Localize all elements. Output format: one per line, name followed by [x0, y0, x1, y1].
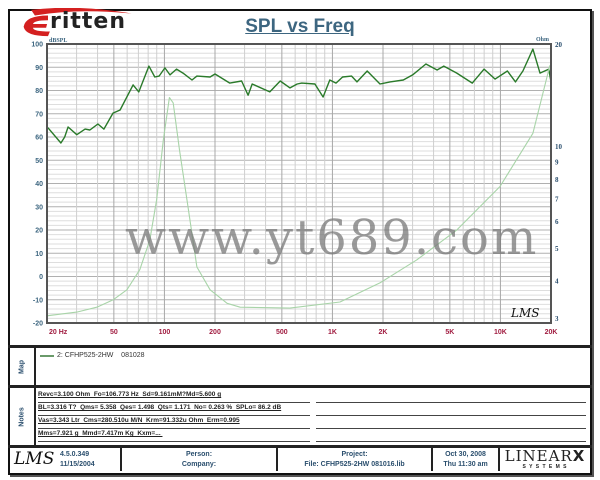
report-frame — [8, 9, 592, 475]
note-line: Mms=7.921 g Mmd=7.417m Kg Kxm=... — [38, 430, 586, 442]
spl-curve — [46, 48, 552, 144]
y-tick-label: 60 — [35, 135, 43, 142]
y2-tick-label: 3 — [555, 315, 559, 323]
x-tick-label: 100 — [159, 329, 171, 336]
y-tick-label: 100 — [31, 42, 43, 49]
person-label: Person: — [185, 451, 213, 458]
date: Oct 30, 2008 — [445, 451, 486, 458]
footer-project: Project: File: CFHP525-2HW 081016.lib — [278, 447, 433, 471]
y-tick-label: 90 — [35, 65, 43, 72]
watermark-url: www.yt689.com — [125, 210, 539, 266]
y2-axis-label: Ohm — [536, 37, 549, 43]
y-tick-label: 10 — [35, 251, 43, 258]
legend-swatch — [40, 354, 54, 357]
y-tick-label: 70 — [35, 111, 43, 118]
map-label: Map — [18, 359, 25, 374]
y-axis-label: dBSPL — [49, 38, 67, 44]
divider — [8, 445, 592, 448]
note-line: Revc=3.100 Ohm Fo=106.773 Hz Sd=9.161mM?… — [38, 391, 586, 403]
linearx-logo: LINEARX S Y S T E M S — [500, 447, 590, 471]
y2-tick-label: 8 — [555, 176, 559, 184]
footer-person: Person: Company: — [122, 447, 278, 471]
legend-label: 2: CFHP525-2HW 081028 — [57, 352, 145, 359]
notes-section-label: Notes — [9, 388, 36, 445]
y2-tick-label: 10 — [555, 143, 563, 151]
y-tick-label: -20 — [33, 321, 43, 328]
x-tick-label: 200 — [209, 329, 221, 336]
x-tick-label: 500 — [276, 329, 288, 336]
version-date: 11/15/2004 — [60, 461, 95, 468]
note-line: BL=3.316 T? Qms= 5.358 Qes= 1.498 Qts= 1… — [38, 404, 586, 416]
x-tick-label: 50 — [110, 329, 118, 336]
y2-tick-label: 20 — [555, 41, 563, 49]
brand-sub: S Y S T E M S — [522, 464, 568, 470]
y2-tick-label: 6 — [555, 218, 559, 226]
brand-logo — [23, 8, 133, 37]
y2-tick-label: 4 — [555, 278, 559, 286]
y-tick-label: -10 — [33, 297, 43, 304]
map-section-label: Map — [9, 348, 36, 385]
lms-plot-watermark: LMS — [510, 306, 539, 320]
y-tick-label: 80 — [35, 88, 43, 95]
note-line: Vas=3.343 Ltr Cms=280.510u M/N Krm=91.33… — [38, 417, 586, 429]
brand-logo-text: ritten — [50, 9, 127, 34]
impedance-curve — [46, 65, 551, 317]
company-label: Company: — [181, 461, 217, 468]
y-tick-label: 50 — [35, 158, 43, 165]
notes-label: Notes — [18, 406, 25, 427]
version: 4.5.0.349 — [60, 451, 90, 458]
x-tick-label: 10K — [494, 329, 507, 336]
time: Thu 11:30 am — [443, 461, 488, 468]
x-tick-label: 20 Hz — [49, 329, 68, 336]
y2-tick-label: 9 — [555, 158, 559, 166]
divider — [8, 345, 592, 348]
plot-border — [46, 43, 552, 324]
y-tick-label: 40 — [35, 181, 43, 188]
chart-title: SPL vs Freq — [245, 16, 355, 37]
footer-date: Oct 30, 2008 Thu 11:30 am — [433, 447, 500, 471]
y2-tick-label: 5 — [555, 245, 559, 253]
x-tick-label: 20K — [545, 329, 558, 336]
legend-item: 2: CFHP525-2HW 081028 — [40, 352, 145, 359]
y-tick-label: 20 — [35, 228, 43, 235]
y-tick-label: 30 — [35, 204, 43, 211]
x-tick-label: 1K — [328, 329, 337, 336]
divider — [8, 385, 592, 388]
project-file: File: CFHP525-2HW 081016.lib — [304, 461, 405, 468]
y2-tick-label: 7 — [555, 195, 559, 203]
project-label: Project: — [341, 451, 368, 458]
lms-logo: LMS — [14, 449, 55, 469]
x-tick-label: 5K — [445, 329, 454, 336]
brand-name: LINEAR — [504, 447, 573, 465]
x-tick-label: 2K — [379, 329, 388, 336]
y-tick-label: 0 — [39, 274, 43, 281]
brand-x: X — [572, 447, 586, 465]
footer-app-info: LMS 4.5.0.349 11/15/2004 — [10, 447, 122, 471]
